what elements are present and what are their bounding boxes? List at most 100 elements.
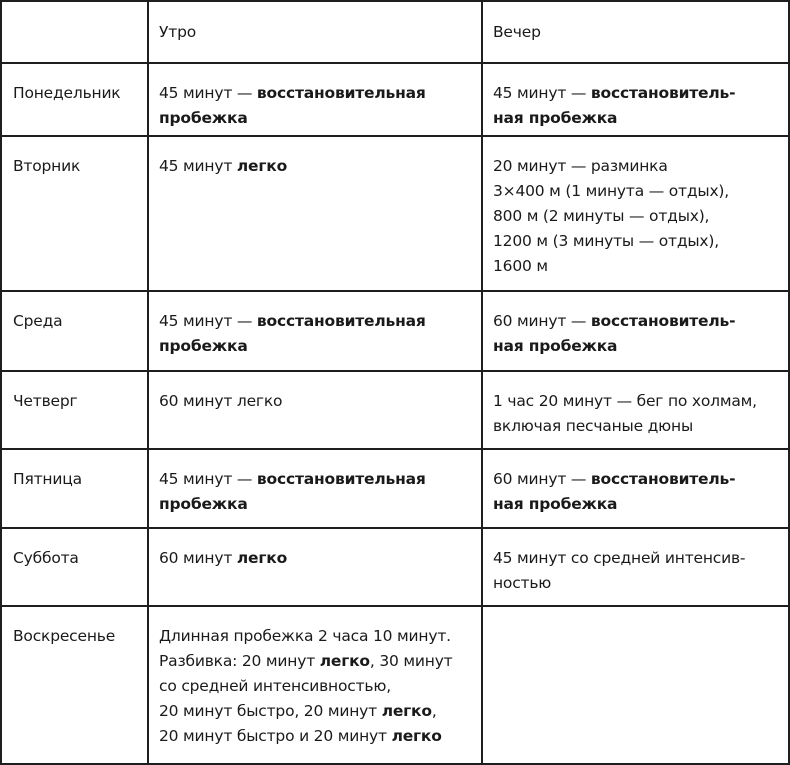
text: включая песчаные дюны	[493, 417, 693, 435]
bold-text: пробежка	[159, 109, 248, 127]
cell-line: пробежка	[159, 106, 471, 131]
text: 60 минут	[159, 549, 237, 567]
text: 1 час 20 минут — бег по холмам,	[493, 392, 757, 410]
table-row: Пятница 45 минут — восстановительная пробе…	[0, 448, 790, 529]
bold-text: ная пробежка	[493, 337, 618, 355]
table-row: Суббота 60 минут легко 45 минут со средней…	[0, 527, 790, 607]
cell-line: пробежка	[159, 334, 471, 359]
evening-cell	[481, 605, 790, 765]
header-evening: Вечер	[481, 0, 790, 64]
day-cell: Понедельник	[0, 62, 149, 137]
cell-line: пробежка	[159, 492, 471, 517]
text: 45 минут —	[159, 84, 257, 102]
bold-text: легко	[391, 727, 442, 745]
bold-text: восстановительная	[256, 470, 426, 488]
morning-cell: 45 минут — восстановительная пробежка	[147, 448, 483, 529]
cell-line: 1600 м	[493, 254, 778, 279]
text: 45 минут —	[493, 84, 591, 102]
bold-text: пробежка	[159, 337, 248, 355]
cell-line: 45 минут — восстановительная	[159, 81, 471, 106]
table-row: Вторник 45 минут легко 20 минут — разминка…	[0, 135, 790, 292]
cell-line: 60 минут — восстановитель-	[493, 309, 778, 334]
bold-text: восстановитель-	[590, 84, 736, 102]
header-row: Утро Вечер	[0, 0, 790, 64]
cell-line: 45 минут — восстановительная	[159, 309, 471, 334]
bold-text: восстановитель-	[590, 312, 736, 330]
day-cell: Вторник	[0, 135, 149, 292]
bold-text: легко	[236, 157, 288, 175]
text: , 30 минут	[369, 652, 453, 670]
text: 20 минут быстро, 20 минут	[159, 702, 382, 720]
text: 45 минут со средней интенсив-	[493, 549, 746, 567]
text: 60 минут легко	[159, 392, 283, 410]
text: 60 минут —	[493, 470, 591, 488]
cell-line: включая песчаные дюны	[493, 414, 778, 439]
text: 45 минут	[159, 157, 237, 175]
cell-line: 800 м (2 минуты — отдых),	[493, 204, 778, 229]
evening-cell: 45 минут — восстановитель-ная пробежка	[481, 62, 790, 137]
morning-cell: 60 минут легко	[147, 527, 483, 607]
table-row: Четверг 60 минут легко 1 час 20 минут — бе…	[0, 370, 790, 450]
morning-cell: Длинная пробежка 2 часа 10 минут. Разбивк…	[147, 605, 483, 765]
cell-line: 60 минут легко	[159, 389, 471, 414]
morning-cell: 45 минут легко	[147, 135, 483, 292]
bold-text: легко	[381, 702, 432, 720]
text: 3×400 м (1 минута — отдых),	[493, 182, 729, 200]
text: 20 минут — разминка	[493, 157, 668, 175]
cell-line: 20 минут — разминка	[493, 154, 778, 179]
text: 45 минут —	[159, 312, 257, 330]
table-row: Воскресенье Длинная пробежка 2 часа 10 ми…	[0, 605, 790, 765]
cell-line: 60 минут легко	[159, 546, 471, 571]
cell-line: 60 минут — восстановитель-	[493, 467, 778, 492]
evening-cell: 60 минут — восстановитель-ная пробежка	[481, 448, 790, 529]
evening-cell: 45 минут со средней интенсив-ностью	[481, 527, 790, 607]
bold-text: ная пробежка	[493, 109, 618, 127]
text: Длинная пробежка 2 часа 10 минут.	[159, 627, 451, 645]
evening-cell: 60 минут — восстановитель-ная пробежка	[481, 290, 790, 372]
cell-line: со средней интенсивностью,	[159, 674, 471, 699]
header-day	[0, 0, 149, 64]
cell-line: ностью	[493, 571, 778, 596]
evening-cell: 1 час 20 минут — бег по холмам, включая п…	[481, 370, 790, 450]
text: 45 минут —	[159, 470, 257, 488]
text: ностью	[493, 574, 552, 592]
text: со средней интенсивностью,	[159, 677, 391, 695]
header-morning: Утро	[147, 0, 483, 64]
bold-text: восстановительная	[256, 312, 426, 330]
cell-line: 20 минут быстро, 20 минут легко,	[159, 699, 471, 724]
bold-text: легко	[236, 549, 288, 567]
cell-line: Длинная пробежка 2 часа 10 минут.	[159, 624, 471, 649]
cell-line: 1 час 20 минут — бег по холмам,	[493, 389, 778, 414]
cell-line: 45 минут — восстановительная	[159, 467, 471, 492]
table-row: Понедельник 45 минут — восстановительная п…	[0, 62, 790, 137]
table-row: Среда 45 минут — восстановительная пробежк…	[0, 290, 790, 372]
cell-line: Разбивка: 20 минут легко, 30 минут	[159, 649, 471, 674]
bold-text: восстановитель-	[590, 470, 736, 488]
day-cell: Суббота	[0, 527, 149, 607]
text: 1200 м (3 минуты — отдых),	[493, 232, 719, 250]
cell-line: ная пробежка	[493, 334, 778, 359]
bold-text: пробежка	[159, 495, 248, 513]
morning-cell: 60 минут легко	[147, 370, 483, 450]
cell-line: 45 минут со средней интенсив-	[493, 546, 778, 571]
cell-line: 1200 м (3 минуты — отдых),	[493, 229, 778, 254]
cell-line: 45 минут легко	[159, 154, 471, 179]
day-cell: Пятница	[0, 448, 149, 529]
text: 60 минут —	[493, 312, 591, 330]
evening-cell: 20 минут — разминка 3×400 м (1 минута — о…	[481, 135, 790, 292]
cell-line: ная пробежка	[493, 106, 778, 131]
day-cell: Четверг	[0, 370, 149, 450]
text: 1600 м	[493, 257, 548, 275]
morning-cell: 45 минут — восстановительная пробежка	[147, 62, 483, 137]
text: ,	[431, 702, 437, 720]
cell-line: 20 минут быстро и 20 минут легко	[159, 724, 471, 749]
cell-line: ная пробежка	[493, 492, 778, 517]
bold-text: восстановительная	[256, 84, 426, 102]
morning-cell: 45 минут — восстановительная пробежка	[147, 290, 483, 372]
text: Разбивка: 20 минут	[159, 652, 320, 670]
bold-text: ная пробежка	[493, 495, 618, 513]
cell-line: 3×400 м (1 минута — отдых),	[493, 179, 778, 204]
day-cell: Среда	[0, 290, 149, 372]
day-cell: Воскресенье	[0, 605, 149, 765]
